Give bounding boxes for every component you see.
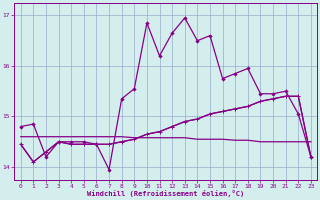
X-axis label: Windchill (Refroidissement éolien,°C): Windchill (Refroidissement éolien,°C) [87,190,244,197]
